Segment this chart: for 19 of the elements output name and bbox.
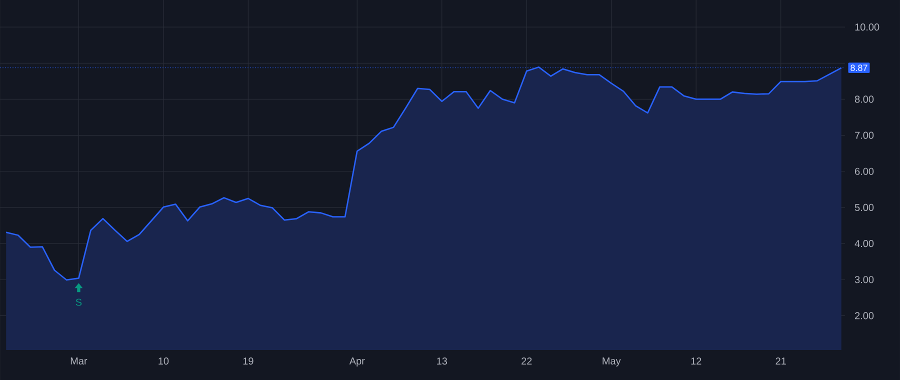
x-tick-label: Mar [70,358,88,364]
y-tick-label: 2.00 [855,312,874,320]
x-tick-label: 10 [158,358,169,365]
x-tick-label: May [602,358,621,366]
x-tick-label: 19 [243,358,254,365]
x-tick-label: 21 [776,358,786,364]
x-tick-label: 12 [691,358,702,364]
y-tick-label: 7.00 [855,132,874,139]
y-tick-label: 5.00 [854,204,874,211]
x-tick-label: 13 [437,358,447,365]
ref-line-label: 8.87 [850,64,868,72]
y-tick-label: 10.00 [855,24,880,31]
y-tick-label: 8.00 [854,96,874,103]
y-tick-label: 4.00 [854,240,874,248]
y-tick-label: 6.00 [855,168,874,175]
x-tick-label: 22 [522,358,532,364]
annotation: S [76,298,82,306]
y-tick-label: 3.00 [854,276,874,284]
x-tick-label: Apr [349,358,365,366]
